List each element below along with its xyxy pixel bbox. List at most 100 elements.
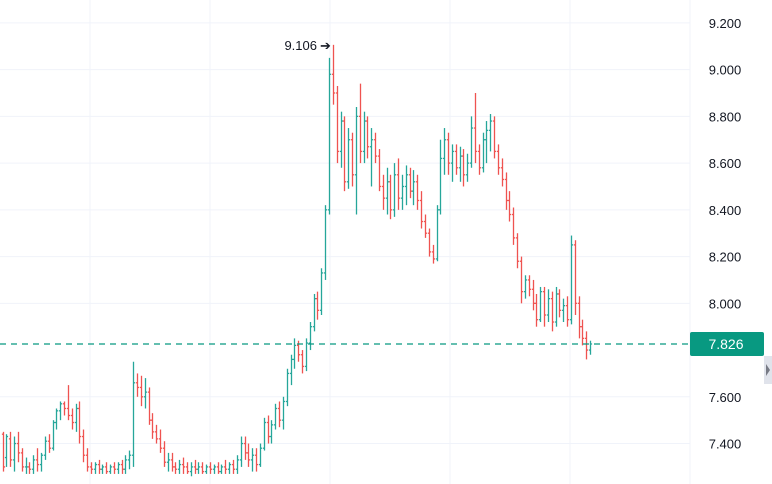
ohlc-bar <box>477 144 482 175</box>
ohlc-bar <box>135 373 140 397</box>
ohlc-bar <box>285 368 290 407</box>
ohlc-bar <box>231 459 236 474</box>
ohlc-bar <box>154 424 159 444</box>
ohlc-bar <box>266 415 271 444</box>
ohlc-bar <box>123 455 128 474</box>
scroll-arrow-icon[interactable] <box>764 356 772 384</box>
ohlc-bar <box>323 205 328 280</box>
ohlc-bar <box>143 378 148 409</box>
ohlc-bar <box>1 431 6 472</box>
last-price-label: 7.826 <box>708 336 743 352</box>
ohlc-bar <box>546 289 551 323</box>
ohlc-bar <box>89 462 94 474</box>
ohlc-bar <box>538 286 543 323</box>
ohlc-bar <box>16 431 21 463</box>
ohlc-bar <box>354 107 359 215</box>
ohlc-bar <box>438 139 443 215</box>
y-tick-label: 8.600 <box>709 156 742 171</box>
ohlc-bar <box>362 111 367 164</box>
ohlc-bar <box>239 436 244 467</box>
ohlc-bar <box>223 459 228 474</box>
ohlc-bar <box>54 408 59 430</box>
ohlc-bar <box>327 57 332 215</box>
ohlc-bar <box>369 128 374 187</box>
ohlc-bar <box>492 116 497 159</box>
ohlc-bar <box>292 338 297 369</box>
ohlc-bar <box>212 464 217 474</box>
ohlc-bar <box>177 459 182 474</box>
y-tick-label: 9.200 <box>709 16 742 31</box>
ohlc-bar <box>542 286 547 327</box>
ohlc-bar <box>423 214 428 238</box>
ohlc-bar <box>8 431 13 467</box>
y-tick-label: 8.400 <box>709 203 742 218</box>
ohlc-bar <box>47 434 52 453</box>
ohlc-bar <box>419 191 424 229</box>
ohlc-bar <box>262 417 267 451</box>
ohlc-bar <box>277 401 282 428</box>
ohlc-bar <box>511 207 516 245</box>
ohlc-bar <box>100 464 105 474</box>
ohlc-bar <box>469 116 474 168</box>
ohlc-bar <box>504 172 509 210</box>
ohlc-bar <box>573 240 578 316</box>
ohlc-bar <box>561 298 566 323</box>
ohlc-bar <box>181 457 186 474</box>
ohlc-bar <box>580 319 585 346</box>
ohlc-bar <box>454 144 459 175</box>
ohlc-bar <box>12 436 17 472</box>
ohlc-bar <box>308 322 313 351</box>
grid-lines <box>0 0 691 484</box>
ohlc-bar <box>208 462 213 474</box>
ohlc-bar <box>465 153 470 182</box>
ohlc-bar <box>396 158 401 210</box>
ohlc-bar <box>246 443 251 467</box>
last-price-tag: 7.826 <box>690 331 764 356</box>
ohlc-bar <box>519 256 524 304</box>
ohlc-bar <box>116 462 121 474</box>
ohlc-bar <box>415 174 420 210</box>
ohlc-bar <box>588 340 593 355</box>
ohlc-bar <box>557 289 562 318</box>
ohlc-bar <box>385 167 390 215</box>
ohlc-bar <box>577 296 582 339</box>
ohlc-bar <box>304 338 309 372</box>
ohlc-bar <box>531 279 536 311</box>
ohlc-bar <box>584 331 589 360</box>
ohlc-bar <box>554 286 559 327</box>
ohlc-bar <box>427 228 432 257</box>
ohlc-bar <box>250 448 255 472</box>
ohlc-bar <box>300 350 305 374</box>
ohlc-bar <box>193 459 198 474</box>
ohlc-bar <box>196 462 201 474</box>
ohlc-bar <box>200 462 205 474</box>
ohlc-bar <box>350 132 355 187</box>
ohlc-bar <box>411 170 416 206</box>
ohlc-bar <box>227 462 232 474</box>
ohlc-bar <box>431 244 436 264</box>
ohlc-bar <box>112 462 117 474</box>
ohlc-bar <box>131 361 136 467</box>
ohlc-bar <box>127 450 132 470</box>
ohlc-bar <box>319 268 324 316</box>
ohlc-bar <box>458 146 463 182</box>
ohlc-bar <box>377 149 382 192</box>
peak-annotation: 9.106 ➔ <box>284 38 331 53</box>
ohlc-bar <box>51 420 56 451</box>
ohlc-bar <box>315 291 320 320</box>
ohlc-bar <box>108 464 113 474</box>
ohlc-bar <box>335 85 340 164</box>
ohlc-bar <box>235 455 240 474</box>
ohlc-bar <box>388 174 393 220</box>
ohlc-bar <box>481 132 486 173</box>
price-axis: 9.200 9.000 8.800 8.600 8.400 8.200 8.000 7.600… <box>709 16 742 452</box>
ohlc-bar <box>150 413 155 439</box>
ohlc-bar <box>93 462 98 474</box>
ohlc-bar <box>254 448 259 472</box>
ohlc-bar <box>74 403 79 432</box>
ohlc-bar <box>58 401 63 421</box>
y-tick-label: 7.400 <box>709 437 742 452</box>
ohlc-bar <box>27 462 32 474</box>
ohlc-bar <box>62 401 67 416</box>
